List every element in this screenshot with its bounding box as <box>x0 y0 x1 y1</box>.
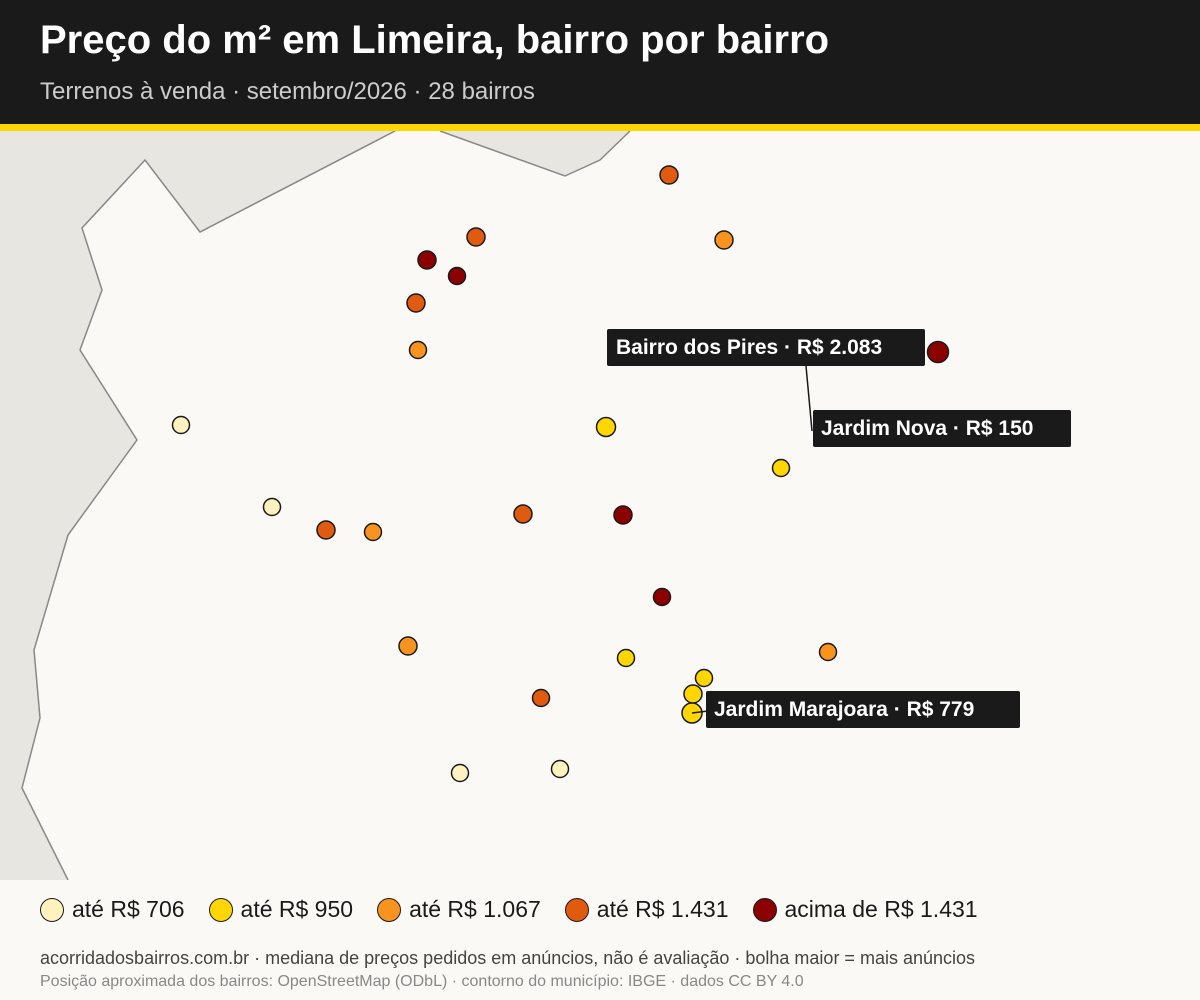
bairro-marker[interactable] <box>616 648 636 668</box>
bairro-marker[interactable] <box>652 587 672 607</box>
outside-region <box>0 131 395 880</box>
legend-item: até R$ 706 <box>40 896 185 923</box>
bairro-marker[interactable] <box>466 227 486 247</box>
legend-swatch <box>752 897 777 922</box>
bairro-marker[interactable] <box>262 497 282 517</box>
callout-label: Jardim Marajoara · R$ 779 <box>714 698 974 721</box>
bairro-marker[interactable] <box>450 763 470 783</box>
legend-label: acima de R$ 1.431 <box>784 896 978 922</box>
bairro-marker[interactable] <box>447 266 467 286</box>
legend-swatch <box>208 897 233 922</box>
legend-label: até R$ 1.067 <box>409 896 541 922</box>
map: Bairro dos Pires · R$ 2.083 Jardim Nova … <box>0 131 1071 880</box>
legend-label: até R$ 1.431 <box>596 896 729 922</box>
bairro-marker[interactable] <box>818 642 838 662</box>
municipal-border-north <box>439 131 631 177</box>
municipal-border <box>21 131 396 880</box>
bairro-marker[interactable] <box>171 415 191 435</box>
legend-item: até R$ 1.067 <box>377 896 541 923</box>
legend-swatch <box>377 897 402 922</box>
bairro-marker[interactable] <box>513 504 533 524</box>
legend-item: acima de R$ 1.431 <box>752 896 978 923</box>
accent-stripe <box>0 124 1200 131</box>
bairro-marker[interactable] <box>659 165 679 185</box>
bairro-marker[interactable] <box>714 230 734 250</box>
bairro-marker[interactable] <box>363 522 383 542</box>
legend: até R$ 706 até R$ 950 até R$ 1.067 até R… <box>40 896 1002 923</box>
bairro-marker[interactable] <box>926 340 950 364</box>
outside-region-north <box>440 131 630 176</box>
leader-line <box>691 710 709 714</box>
bairro-marker[interactable] <box>694 668 714 688</box>
header-bar <box>0 0 1200 124</box>
bairro-marker[interactable] <box>417 250 437 270</box>
page-subtitle: Terrenos à venda · setembro/2026 · 28 ba… <box>40 78 535 105</box>
bairro-marker[interactable] <box>550 759 570 779</box>
bairro-marker[interactable] <box>613 505 633 525</box>
bairro-marker[interactable] <box>408 340 428 360</box>
bairro-marker[interactable] <box>531 688 551 708</box>
legend-label: até R$ 706 <box>72 896 185 922</box>
callout-label: Jardim Nova · R$ 150 <box>821 417 1033 440</box>
page-title: Preço do m² em Limeira, bairro por bairr… <box>40 18 830 62</box>
callout-jardim-marajoara: Jardim Marajoara · R$ 779 <box>706 691 1020 728</box>
bairro-marker[interactable] <box>771 458 791 478</box>
callout-bairro-dos-pires: Bairro dos Pires · R$ 2.083 <box>607 329 925 366</box>
bairro-marker[interactable] <box>316 520 336 540</box>
footer-note: acorridadosbairros.com.br · mediana de p… <box>40 948 976 968</box>
legend-swatch <box>564 897 589 922</box>
bairro-marker[interactable] <box>398 636 418 656</box>
footer-sources: Posição aproximada dos bairros: OpenStre… <box>40 973 804 990</box>
legend-swatch <box>40 897 64 922</box>
bairro-marker[interactable] <box>595 416 617 438</box>
leader-line <box>805 365 813 432</box>
legend-item: até R$ 1.431 <box>564 896 729 923</box>
bairro-marker[interactable] <box>406 293 426 313</box>
legend-item: até R$ 950 <box>208 896 354 923</box>
callout-label: Bairro dos Pires · R$ 2.083 <box>616 336 882 359</box>
callout-jardim-nova: Jardim Nova · R$ 150 <box>813 410 1071 447</box>
bairro-marker[interactable] <box>683 684 703 704</box>
legend-label: até R$ 950 <box>240 896 354 922</box>
